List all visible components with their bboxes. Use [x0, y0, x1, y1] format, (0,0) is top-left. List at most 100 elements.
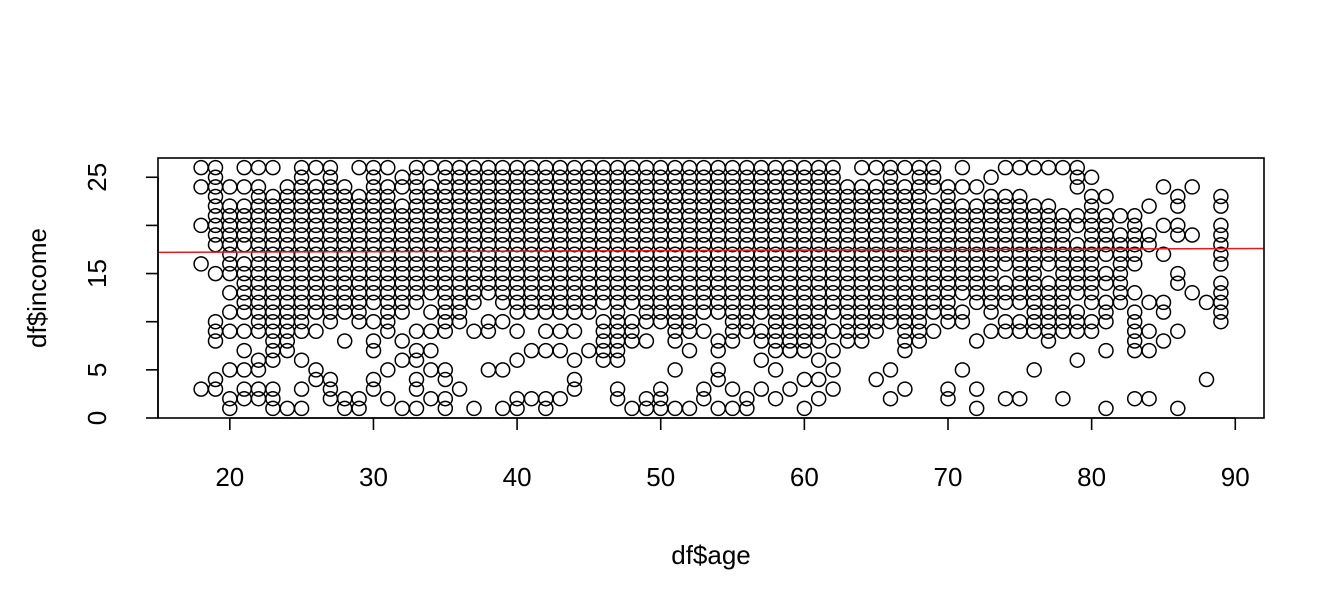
data-point: [408, 323, 425, 340]
data-point: [1098, 400, 1114, 417]
data-point: [696, 381, 712, 397]
data-point: [222, 400, 238, 417]
data-point: [222, 323, 238, 340]
data-point: [222, 265, 238, 282]
data-point: [581, 304, 597, 320]
data-point: [394, 304, 410, 320]
data-point: [336, 304, 353, 320]
data-point: [925, 159, 942, 176]
data-point: [394, 333, 410, 349]
data-point: [308, 362, 324, 378]
data-point: [279, 400, 296, 417]
data-point: [753, 352, 770, 368]
data-point: [494, 362, 511, 378]
data-point: [538, 400, 554, 417]
data-point: [638, 400, 655, 417]
data-point: [1126, 304, 1143, 320]
data-point: [1069, 323, 1086, 340]
data-point: [1213, 188, 1229, 205]
data-point: [480, 285, 497, 301]
data-point: [1170, 188, 1186, 205]
data-point: [293, 381, 310, 397]
data-point: [983, 265, 999, 282]
x-tick-label: 40: [503, 462, 532, 492]
data-point: [1155, 333, 1172, 349]
data-point: [538, 323, 554, 340]
data-point: [1012, 188, 1028, 205]
data-point: [940, 381, 956, 397]
regression-line: [157, 247, 1265, 254]
data-point: [839, 333, 856, 349]
data-point: [997, 159, 1014, 176]
data-point: [968, 294, 985, 311]
data-point: [236, 323, 252, 340]
data-point: [968, 179, 985, 195]
data-point: [351, 159, 367, 176]
data-point: [753, 333, 770, 349]
data-point: [552, 304, 568, 320]
data-point: [236, 236, 252, 253]
data-point: [1170, 198, 1186, 214]
data-point: [423, 304, 439, 320]
data-point: [480, 323, 497, 340]
data-point: [897, 342, 913, 359]
data-point: [1055, 159, 1071, 176]
data-point: [222, 285, 238, 301]
x-tick-label: 60: [790, 462, 819, 492]
data-point: [825, 342, 841, 359]
data-point: [236, 159, 252, 176]
data-point: [882, 362, 899, 378]
data-point: [423, 390, 439, 407]
data-point: [466, 323, 482, 340]
data-point: [1126, 208, 1143, 224]
data-point: [494, 313, 511, 330]
data-point: [1098, 304, 1114, 320]
data-point: [566, 371, 583, 388]
data-point: [207, 236, 224, 253]
data-point: [696, 304, 712, 320]
data-point: [940, 294, 956, 311]
data-point: [1112, 265, 1129, 282]
data-point: [1055, 227, 1071, 243]
data-point: [925, 304, 942, 320]
data-point: [293, 313, 310, 330]
data-point: [552, 342, 568, 359]
data-point: [1112, 275, 1129, 291]
data-point: [1141, 236, 1157, 253]
data-point: [1213, 227, 1229, 243]
data-point: [810, 352, 827, 368]
data-point: [710, 362, 726, 378]
data-point: [782, 342, 798, 359]
data-point: [1213, 256, 1229, 272]
data-point: [724, 333, 741, 349]
data-point: [322, 169, 339, 186]
data-point: [954, 362, 971, 378]
data-point: [1098, 313, 1114, 330]
data-point: [940, 188, 956, 205]
data-point: [810, 390, 827, 407]
data-point: [796, 371, 813, 388]
data-point: [609, 352, 626, 368]
data-point: [753, 381, 770, 397]
data-point: [954, 159, 971, 176]
data-point: [351, 390, 367, 407]
data-point: [954, 179, 971, 195]
data-point: [940, 313, 956, 330]
data-point: [523, 390, 540, 407]
data-point: [954, 285, 971, 301]
data-point: [236, 179, 252, 195]
data-point: [222, 179, 238, 195]
data-point: [394, 400, 410, 417]
data-point: [193, 179, 209, 195]
data-point: [983, 323, 999, 340]
y-axis: 0 5 15 25: [82, 163, 159, 425]
data-point: [437, 362, 454, 378]
data-point: [882, 313, 899, 330]
data-point: [236, 304, 252, 320]
data-point: [1126, 256, 1143, 272]
data-point: [652, 400, 669, 417]
data-point: [437, 400, 454, 417]
data-point: [509, 352, 525, 368]
data-point: [609, 304, 626, 320]
data-point: [207, 381, 224, 397]
